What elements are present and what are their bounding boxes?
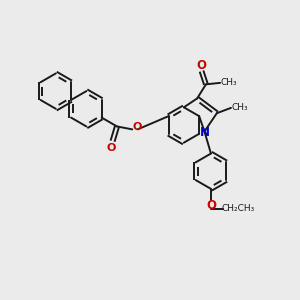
Text: O: O [196,59,206,72]
Text: CH₃: CH₃ [221,78,237,87]
Text: N: N [200,125,210,139]
Text: O: O [206,199,217,212]
Text: O: O [106,142,116,153]
Text: CH₃: CH₃ [232,103,248,112]
Text: O: O [132,122,142,132]
Text: CH₂CH₃: CH₂CH₃ [221,204,255,213]
